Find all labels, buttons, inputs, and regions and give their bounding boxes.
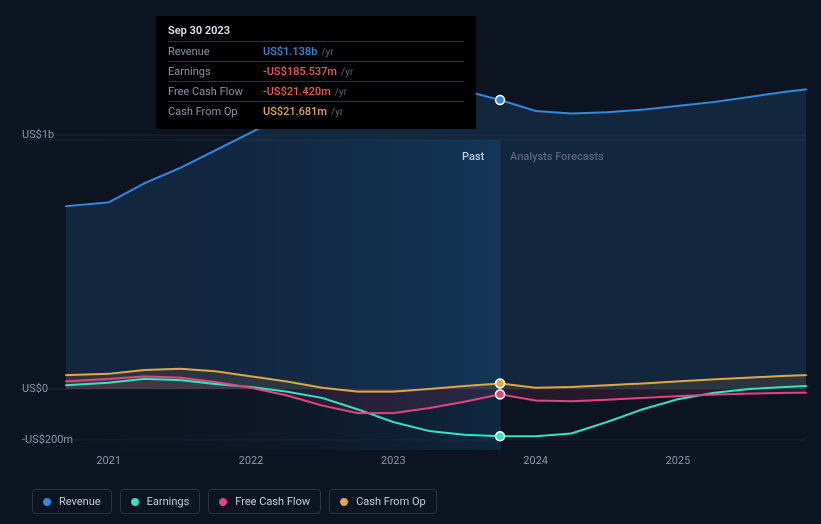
tooltip-row: Free Cash Flow -US$21.420m /yr xyxy=(168,81,464,101)
x-axis-labels: 2021 2022 2023 2024 2025 xyxy=(66,454,805,474)
legend-item[interactable]: Earnings xyxy=(120,489,201,514)
forecast-region-label: Analysts Forecasts xyxy=(510,150,604,163)
legend-dot-icon xyxy=(340,498,348,506)
legend-item[interactable]: Cash From Op xyxy=(329,489,437,514)
tooltip-metric-value: US$1.138b xyxy=(263,45,317,58)
legend-dot-icon xyxy=(219,498,227,506)
legend-dot-icon xyxy=(131,498,139,506)
x-axis-tick-label: 2021 xyxy=(96,454,121,467)
legend-item-label: Free Cash Flow xyxy=(235,495,310,508)
x-axis-tick-label: 2025 xyxy=(666,454,691,467)
tooltip-row: Revenue US$1.138b /yr xyxy=(168,41,464,61)
tooltip-metric-unit: /yr xyxy=(321,47,333,58)
tooltip-metric-label: Revenue xyxy=(168,45,263,58)
x-axis-tick-label: 2022 xyxy=(239,454,264,467)
tooltip-metric-unit: /yr xyxy=(331,107,343,118)
tooltip-row: Cash From Op US$21.681m /yr xyxy=(168,101,464,121)
y-axis-tick-label: US$0 xyxy=(22,382,48,395)
chart-legend: Revenue Earnings Free Cash Flow Cash Fro… xyxy=(32,489,437,514)
tooltip-metric-label: Free Cash Flow xyxy=(168,85,263,98)
chart-tooltip: Sep 30 2023 Revenue US$1.138b /yrEarning… xyxy=(156,16,476,129)
tooltip-date: Sep 30 2023 xyxy=(168,24,464,41)
tooltip-metric-value: -US$21.420m xyxy=(263,85,331,98)
y-axis-tick-label: US$1b xyxy=(22,128,54,141)
financials-chart: US$1b US$0 -US$200m 2021 2022 2023 2024 2025 P… xyxy=(16,0,805,524)
tooltip-metric-label: Cash From Op xyxy=(168,105,263,118)
tooltip-metric-unit: /yr xyxy=(335,87,347,98)
legend-dot-icon xyxy=(43,498,51,506)
x-axis-tick-label: 2024 xyxy=(523,454,548,467)
y-axis-tick-label: -US$200m xyxy=(22,433,73,446)
tooltip-metric-value: -US$185.537m xyxy=(263,65,337,78)
tooltip-metric-unit: /yr xyxy=(341,67,353,78)
legend-item-label: Earnings xyxy=(147,495,190,508)
tooltip-metric-value: US$21.681m xyxy=(263,105,327,118)
tooltip-row: Earnings -US$185.537m /yr xyxy=(168,61,464,81)
legend-item[interactable]: Free Cash Flow xyxy=(208,489,321,514)
tooltip-metric-label: Earnings xyxy=(168,65,263,78)
past-region-label: Past xyxy=(462,150,484,163)
x-axis-tick-label: 2023 xyxy=(381,454,406,467)
legend-item-label: Cash From Op xyxy=(356,495,426,508)
legend-item[interactable]: Revenue xyxy=(32,489,112,514)
legend-item-label: Revenue xyxy=(59,495,101,508)
